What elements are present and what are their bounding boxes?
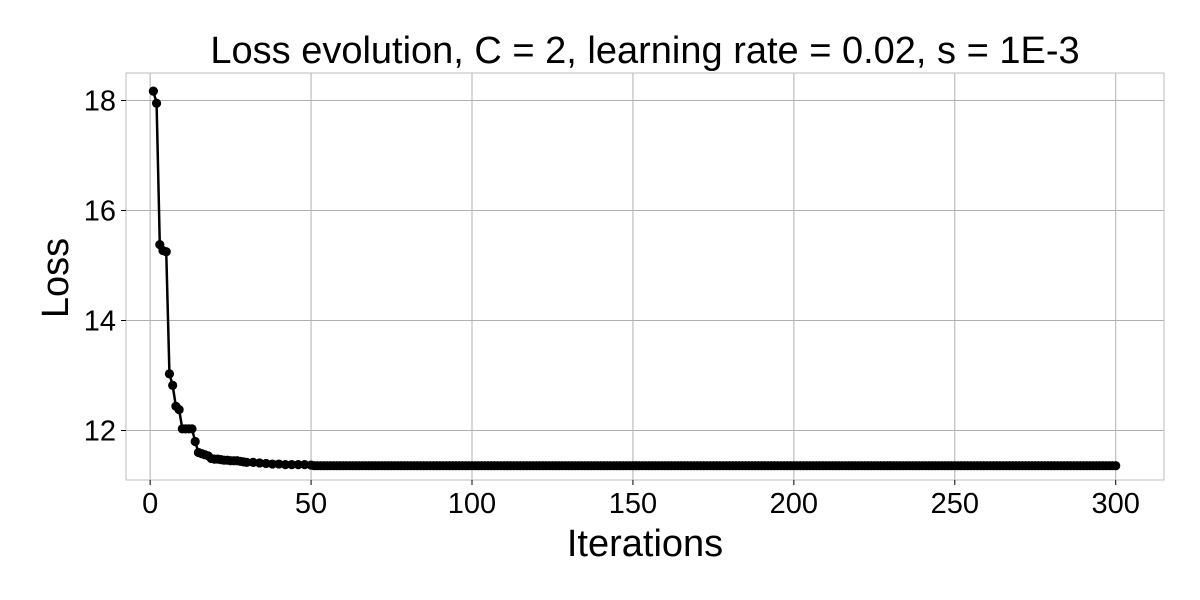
x-tick-label: 50 [295,488,327,520]
series-loss [148,86,1121,471]
data-point [151,98,162,108]
chart-title: Loss evolution, C = 2, learning rate = 0… [210,30,1079,72]
data-point [242,457,252,467]
data-point [287,460,297,470]
y-tick-label: 14 [84,306,116,338]
data-point [280,460,290,470]
data-point [293,460,303,470]
data-point [190,436,200,447]
y-tick-label: 16 [84,196,116,228]
data-point [187,424,197,434]
y-axis-title: Loss [35,238,77,318]
data-point [1111,461,1121,471]
y-tick-label: 18 [84,86,116,118]
x-tick-label: 150 [609,488,657,520]
x-tick-label: 250 [931,488,979,520]
data-point [164,369,175,379]
x-tick-label: 100 [448,488,496,520]
grid [126,73,1164,480]
y-axis: 12 14 16 18 [84,86,126,448]
data-point [168,380,178,390]
plot-area [125,72,1165,481]
x-tick-label: 200 [770,488,818,520]
x-axis-title: Iterations [567,523,723,565]
data-point [267,459,278,469]
y-tick-label: 12 [84,416,116,448]
data-point [148,86,158,96]
x-tick-label: 300 [1092,488,1140,520]
data-point [174,405,184,415]
series-line [152,90,1116,467]
data-point [161,247,171,257]
x-axis: 0 50 100 150 200 250 300 [142,480,1140,520]
x-tick-label: 0 [142,488,158,520]
